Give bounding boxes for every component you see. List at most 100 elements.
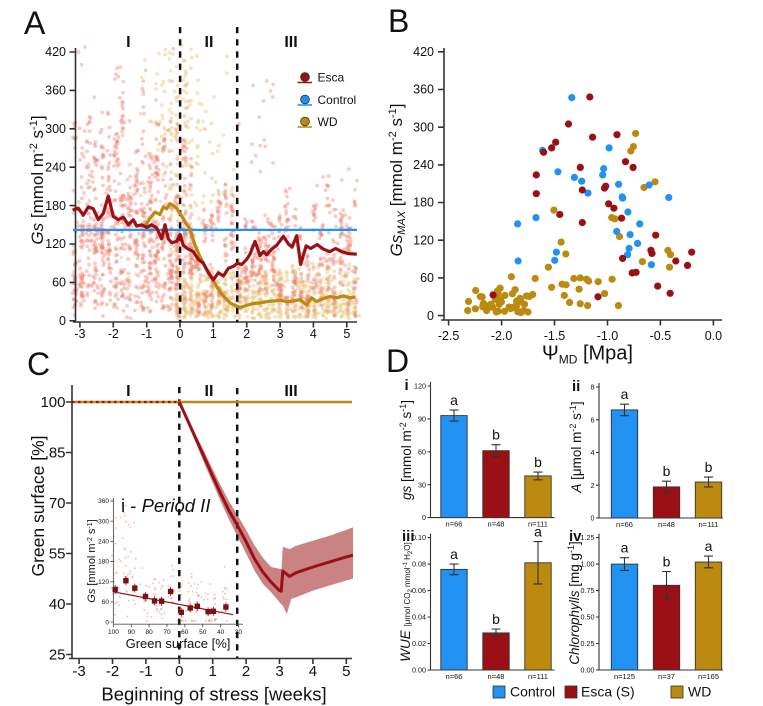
svg-text:i - Period II: i - Period II xyxy=(121,495,210,516)
svg-text:i: i xyxy=(405,377,409,394)
svg-text:-3: -3 xyxy=(74,327,85,341)
svg-text:0.50: 0.50 xyxy=(581,613,595,622)
svg-text:n=111: n=111 xyxy=(528,672,548,681)
svg-text:0.75: 0.75 xyxy=(581,586,595,595)
svg-text:300: 300 xyxy=(45,122,66,136)
svg-text:0: 0 xyxy=(175,663,183,680)
svg-text:360: 360 xyxy=(98,498,109,505)
svg-text:Esca (S): Esca (S) xyxy=(581,684,635,700)
svg-text:-1: -1 xyxy=(139,663,152,680)
svg-text:40: 40 xyxy=(49,596,66,613)
svg-text:180: 180 xyxy=(413,196,434,210)
svg-text:iv: iv xyxy=(569,528,582,545)
svg-text:60: 60 xyxy=(420,271,434,285)
svg-text:b: b xyxy=(663,554,671,570)
svg-text:0: 0 xyxy=(591,514,595,523)
svg-text:0.06: 0.06 xyxy=(412,586,426,595)
svg-text:n=111: n=111 xyxy=(699,520,719,529)
svg-text:1.25: 1.25 xyxy=(581,533,595,542)
svg-text:6: 6 xyxy=(591,415,595,424)
svg-text:4: 4 xyxy=(591,448,595,457)
svg-text:b: b xyxy=(534,454,542,470)
svg-text:a: a xyxy=(534,524,542,540)
svg-text:n=66: n=66 xyxy=(616,520,633,529)
svg-text:0.10: 0.10 xyxy=(412,533,426,542)
svg-text:I: I xyxy=(126,34,130,51)
svg-text:iii: iii xyxy=(402,528,415,545)
svg-text:n=111: n=111 xyxy=(528,520,548,529)
svg-text:0.08: 0.08 xyxy=(412,560,426,569)
svg-text:Control: Control xyxy=(510,684,555,700)
svg-text:a: a xyxy=(621,540,629,556)
svg-text:0.04: 0.04 xyxy=(412,613,426,622)
svg-text:240: 240 xyxy=(45,160,66,174)
svg-text:0: 0 xyxy=(177,327,184,341)
svg-text:II: II xyxy=(205,34,214,51)
svg-text:80: 80 xyxy=(145,629,153,636)
svg-text:90: 90 xyxy=(418,415,426,424)
svg-text:n=48: n=48 xyxy=(658,520,675,529)
svg-text:Green surface [%]: Green surface [%] xyxy=(28,435,48,576)
svg-text:b: b xyxy=(705,459,713,475)
svg-text:b: b xyxy=(663,463,671,479)
svg-text:-2.0: -2.0 xyxy=(491,329,513,343)
svg-text:180: 180 xyxy=(98,559,109,566)
svg-text:n=37: n=37 xyxy=(658,672,675,681)
svg-text:120: 120 xyxy=(98,579,109,586)
svg-text:120: 120 xyxy=(45,237,66,251)
svg-text:240: 240 xyxy=(413,158,434,172)
svg-text:Beginning of stress [weeks]: Beginning of stress [weeks] xyxy=(101,684,326,705)
svg-text:240: 240 xyxy=(98,539,109,546)
svg-text:n=66: n=66 xyxy=(446,672,463,681)
svg-text:Control: Control xyxy=(318,93,357,107)
svg-text:II: II xyxy=(205,383,214,400)
svg-text:Gs [mmol m-2 s-1]: Gs [mmol m-2 s-1] xyxy=(86,519,98,602)
svg-text:0: 0 xyxy=(59,314,66,328)
svg-text:3: 3 xyxy=(275,663,283,680)
svg-text:b: b xyxy=(492,427,500,443)
svg-text:-1.0: -1.0 xyxy=(597,329,619,343)
svg-text:360: 360 xyxy=(45,84,66,98)
svg-text:420: 420 xyxy=(413,45,434,59)
svg-text:60: 60 xyxy=(418,447,426,456)
svg-text:70: 70 xyxy=(163,629,171,636)
svg-text:0: 0 xyxy=(427,309,434,323)
svg-text:2: 2 xyxy=(242,663,250,680)
svg-text:100: 100 xyxy=(40,394,65,411)
svg-text:1.00: 1.00 xyxy=(581,560,595,569)
svg-text:1: 1 xyxy=(210,327,217,341)
svg-text:III: III xyxy=(284,34,297,51)
svg-text:a: a xyxy=(450,546,458,562)
svg-text:85: 85 xyxy=(49,445,66,462)
svg-text:-1: -1 xyxy=(141,327,152,341)
svg-text:50: 50 xyxy=(199,629,207,636)
svg-text:0.25: 0.25 xyxy=(581,639,595,648)
svg-text:n=125: n=125 xyxy=(614,672,635,681)
svg-text:55: 55 xyxy=(49,546,66,563)
svg-text:-2.5: -2.5 xyxy=(438,329,460,343)
svg-text:-2: -2 xyxy=(106,663,119,680)
svg-text:gs [mmol m-2 s-1]: gs [mmol m-2 s-1] xyxy=(398,400,414,500)
svg-text:5: 5 xyxy=(343,327,350,341)
svg-text:WUE [μmol CO2 mmol-1 H2O]: WUE [μmol CO2 mmol-1 H2O] xyxy=(398,542,414,661)
svg-text:Green surface [%]: Green surface [%] xyxy=(126,636,231,651)
svg-text:100: 100 xyxy=(108,629,119,636)
svg-text:-3: -3 xyxy=(72,663,85,680)
svg-text:0: 0 xyxy=(105,619,109,626)
svg-text:C: C xyxy=(27,346,50,382)
svg-text:-1.5: -1.5 xyxy=(544,329,566,343)
svg-text:a: a xyxy=(621,386,629,402)
svg-text:4: 4 xyxy=(309,663,317,680)
svg-text:420: 420 xyxy=(45,45,66,59)
svg-text:D: D xyxy=(386,343,409,379)
svg-text:a: a xyxy=(705,538,713,554)
svg-text:A: A xyxy=(24,5,46,41)
svg-text:0.0: 0.0 xyxy=(705,329,722,343)
svg-text:300: 300 xyxy=(413,120,434,134)
svg-text:60: 60 xyxy=(102,599,110,606)
svg-text:WD: WD xyxy=(318,115,338,129)
svg-text:WD: WD xyxy=(688,684,711,700)
svg-text:1: 1 xyxy=(209,663,217,680)
svg-text:-0.5: -0.5 xyxy=(650,329,672,343)
svg-text:60: 60 xyxy=(181,629,189,636)
